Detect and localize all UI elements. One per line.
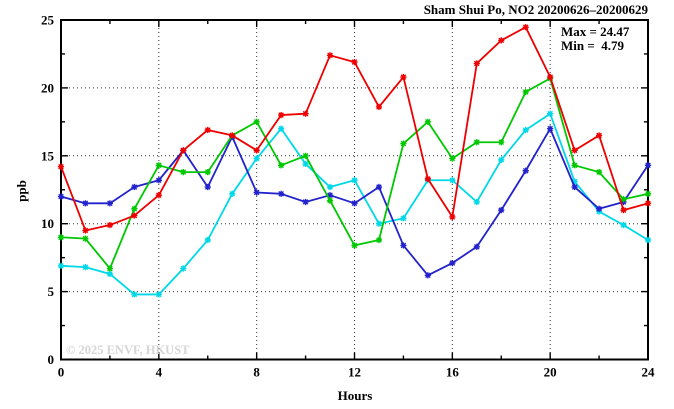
series-red-markers (57, 24, 652, 234)
x-tick-label: 24 (642, 365, 656, 380)
y-tick-label: 10 (41, 216, 54, 231)
y-tick-label: 5 (48, 284, 55, 299)
y-tick-label: 20 (41, 80, 54, 95)
chart-title: Sham Shui Po, NO2 20200626–20200629 (423, 2, 648, 17)
stat-min: Min = 4.79 (561, 38, 625, 53)
y-tick-label: 25 (41, 13, 55, 28)
y-tick-label: 0 (48, 352, 55, 367)
y-tick-label: 15 (41, 148, 55, 163)
x-tick-label: 8 (253, 365, 260, 380)
series-green-markers (57, 75, 652, 272)
x-tick-label: 0 (58, 365, 65, 380)
stat-max: Max = 24.47 (561, 24, 630, 39)
watermark: © 2025 ENVF, HKUST (66, 343, 190, 357)
stats-box: Max = 24.47 Min = 4.79 (561, 25, 629, 53)
x-tick-label: 20 (544, 365, 557, 380)
x-axis-label: Hours (337, 388, 373, 403)
x-tick-label: 16 (446, 365, 460, 380)
y-axis-label: ppb (14, 180, 29, 202)
x-tick-label: 12 (348, 365, 361, 380)
x-tick-label: 4 (156, 365, 163, 380)
